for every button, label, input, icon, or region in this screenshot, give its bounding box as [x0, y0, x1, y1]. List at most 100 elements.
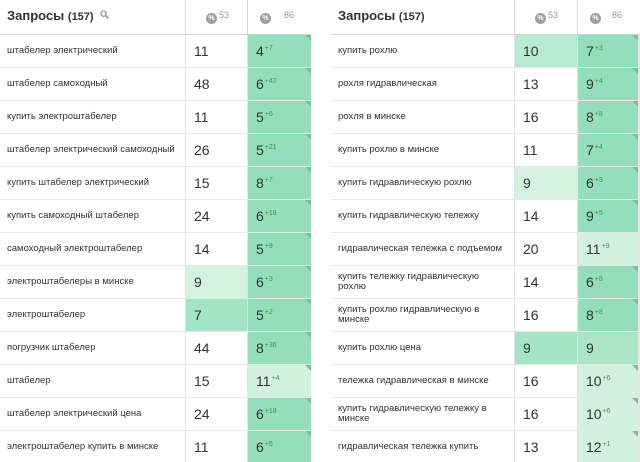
keywords-table-left: Запросы (157) % 53 % 86 штабелер электри…: [0, 0, 311, 462]
position-value: 20: [523, 241, 539, 257]
position-value: 9: [523, 175, 531, 191]
position-cell-updated: 11+9: [577, 233, 638, 265]
position-value: 44: [194, 340, 210, 356]
table-row[interactable]: штабелер электрический 11 4+7: [0, 35, 311, 68]
position-value: 5+2: [256, 307, 273, 323]
keyword-text: купить рохлю: [338, 45, 398, 56]
corner-marker-icon: [305, 35, 311, 41]
position-delta: +4: [594, 78, 603, 85]
position-number: 8: [586, 109, 594, 125]
position-value: 13: [523, 76, 539, 92]
position-cell-updated: 7+4: [577, 134, 638, 166]
position-value: 7: [194, 307, 202, 323]
table-row[interactable]: купить самоходный штабелер 24 6+18: [0, 200, 311, 233]
table-row[interactable]: купить тележку гидравлическую рохлю 14 6+8: [331, 266, 640, 299]
position-cell: 11: [514, 134, 577, 166]
position-cell: 14: [514, 200, 577, 232]
table-row[interactable]: купить гидравлическую тележку 14 9+5: [331, 200, 640, 233]
search-icon[interactable]: [100, 10, 110, 19]
keyword-text: штабелер электрический самоходный: [7, 144, 175, 155]
position-value: 9: [194, 274, 202, 290]
corner-marker-icon: [305, 68, 311, 74]
percent-badge-icon: %: [260, 13, 271, 24]
position-value: 15: [194, 175, 210, 191]
header-title-block: Запросы (157): [338, 8, 425, 23]
corner-marker-icon: [632, 398, 638, 404]
position-delta: +3: [264, 276, 273, 283]
corner-marker-icon: [305, 200, 311, 206]
table-row[interactable]: купить электроштабелер 11 5+6: [0, 101, 311, 134]
corner-marker-icon: [305, 431, 311, 437]
position-value: 6+3: [256, 274, 273, 290]
position-cell-updated: 6+3: [247, 266, 311, 298]
table-row[interactable]: купить рохлю 10 7+3: [331, 35, 640, 68]
position-value: 11+4: [256, 373, 280, 389]
keyword-text: купить гидравлическую тележку: [338, 210, 480, 221]
position-value: 16: [523, 307, 539, 323]
column-header-percent-2[interactable]: % 86: [577, 0, 640, 34]
table-row[interactable]: электроштабелер 7 5+2: [0, 299, 311, 332]
keyword-text: гидравлическая тележка с подъемом: [338, 243, 503, 254]
keyword-text: штабелер электрический цена: [7, 408, 142, 419]
position-delta: +9: [601, 243, 610, 250]
position-number: 11: [256, 373, 271, 389]
position-value: 7+3: [586, 43, 603, 59]
corner-marker-icon: [305, 266, 311, 272]
table-row[interactable]: штабелер электрический самоходный 26 5+21: [0, 134, 311, 167]
position-value: 24: [194, 406, 210, 422]
position-value: 9: [523, 340, 531, 356]
column-header-percent-1[interactable]: % 53: [185, 0, 247, 34]
column-header-percent-2[interactable]: % 86: [247, 0, 311, 34]
position-number: 7: [586, 142, 594, 158]
position-cell-updated: 5+6: [247, 101, 311, 133]
table-row[interactable]: купить штабелер электрический 15 8+7: [0, 167, 311, 200]
table-row[interactable]: купить гидравлическую рохлю 9 6+3: [331, 167, 640, 200]
position-value: 14: [523, 208, 539, 224]
table-row[interactable]: электроштабелер купить в минске 11 6+5: [0, 431, 311, 462]
position-number: 9: [586, 340, 594, 356]
table-row[interactable]: рохля в минске 16 8+8: [331, 101, 640, 134]
table-row[interactable]: купить рохлю гидравлическую в минске 16 8+…: [331, 299, 640, 332]
position-cell: 9: [185, 266, 247, 298]
table-row[interactable]: погрузчик штабелер 44 8+36: [0, 332, 311, 365]
table-row[interactable]: штабелер электрический цена 24 6+18: [0, 398, 311, 431]
position-value: 16: [523, 373, 539, 389]
table-row[interactable]: штабелер 15 11+4: [0, 365, 311, 398]
position-cell-updated: 8+8: [577, 101, 638, 133]
table-row[interactable]: гидравлическая тележка купить 13 12+1: [331, 431, 640, 462]
position-cell-updated: 4+7: [247, 35, 311, 67]
corner-marker-icon: [305, 365, 311, 371]
position-value: 7+4: [586, 142, 603, 158]
table-row[interactable]: купить гидравлическую тележку в минске 16…: [331, 398, 640, 431]
keyword-text: электроштабелер: [7, 309, 86, 320]
queries-header-title: Запросы: [338, 8, 396, 23]
position-value: 5+21: [256, 142, 277, 158]
table-row[interactable]: рохля гидравлическая 13 9+4: [331, 68, 640, 101]
table-row[interactable]: штабелер самоходный 48 6+42: [0, 68, 311, 101]
corner-marker-icon: [632, 365, 638, 371]
table-row[interactable]: тележка гидравлическая в минске 16 10+6: [331, 365, 640, 398]
position-value: 9+5: [586, 208, 603, 224]
table-row[interactable]: гидравлическая тележка с подъемом 20 11+9: [331, 233, 640, 266]
vertical-scrollbar[interactable]: [638, 35, 640, 462]
position-cell-updated: 6+5: [247, 431, 311, 462]
position-number: 10: [586, 373, 602, 389]
corner-marker-icon: [305, 134, 311, 140]
position-cell: 15: [185, 167, 247, 199]
table-row[interactable]: купить рохлю цена 9 9: [331, 332, 640, 365]
position-delta: +7: [264, 45, 273, 52]
table-row[interactable]: электроштабелеры в минске 9 6+3: [0, 266, 311, 299]
keyword-text: электроштабелер купить в минске: [7, 441, 159, 452]
position-delta: +4: [271, 375, 280, 382]
table-row[interactable]: самоходный электроштабелер 14 5+9: [0, 233, 311, 266]
table-row[interactable]: купить рохлю в минске 11 7+4: [331, 134, 640, 167]
column-header-percent-1[interactable]: % 53: [514, 0, 577, 34]
position-number: 6: [256, 274, 264, 290]
column-percent-value: 53: [219, 10, 230, 20]
position-cell: 26: [185, 134, 247, 166]
percent-badge-icon: %: [590, 13, 601, 24]
corner-marker-icon: [632, 431, 638, 437]
position-cell: 13: [514, 68, 577, 100]
position-value: 5+6: [256, 109, 273, 125]
position-cell-updated: 12+1: [577, 431, 638, 462]
